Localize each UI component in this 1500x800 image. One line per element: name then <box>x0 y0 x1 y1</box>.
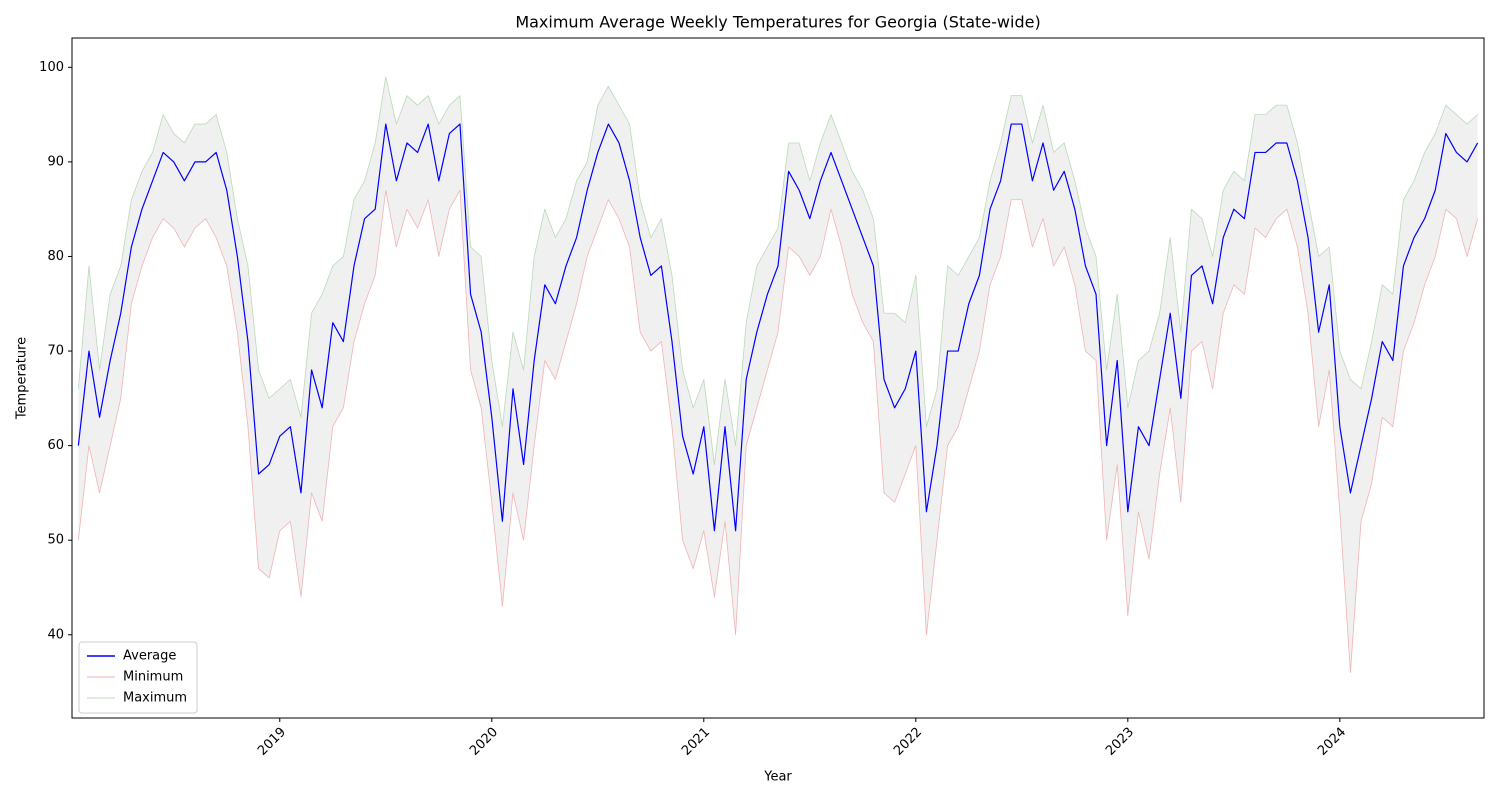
x-tick-label: 2023 <box>1103 725 1137 759</box>
range-band <box>78 76 1478 673</box>
plot-area <box>77 76 1479 674</box>
chart-title: Maximum Average Weekly Temperatures for … <box>515 13 1040 32</box>
legend-label: Average <box>123 649 176 664</box>
x-tick-label: 2021 <box>679 725 713 759</box>
x-tick-label: 2019 <box>255 725 289 759</box>
y-tick-label: 100 <box>39 60 64 75</box>
y-tick-label: 40 <box>47 627 64 642</box>
legend-box <box>78 641 198 714</box>
series-line <box>77 76 1478 465</box>
legend: Average Minimum Maximum <box>78 641 198 714</box>
series-line <box>77 123 1479 532</box>
plot-frame <box>71 37 1485 719</box>
x-axis-label: Year <box>763 770 792 785</box>
legend-label: Maximum <box>123 691 187 706</box>
x-tick-label: 2022 <box>891 725 925 759</box>
y-tick-label: 90 <box>47 154 64 169</box>
series-line <box>77 189 1479 674</box>
x-tick-label: 2024 <box>1315 725 1349 759</box>
legend-label: Minimum <box>123 670 183 685</box>
y-tick-label: 60 <box>47 438 64 453</box>
y-tick-label: 80 <box>47 249 64 264</box>
y-tick-label: 70 <box>47 344 64 359</box>
y-axis-label: Temperature <box>15 337 30 420</box>
y-tick-label: 50 <box>47 533 64 548</box>
x-tick-label: 2020 <box>467 725 501 759</box>
